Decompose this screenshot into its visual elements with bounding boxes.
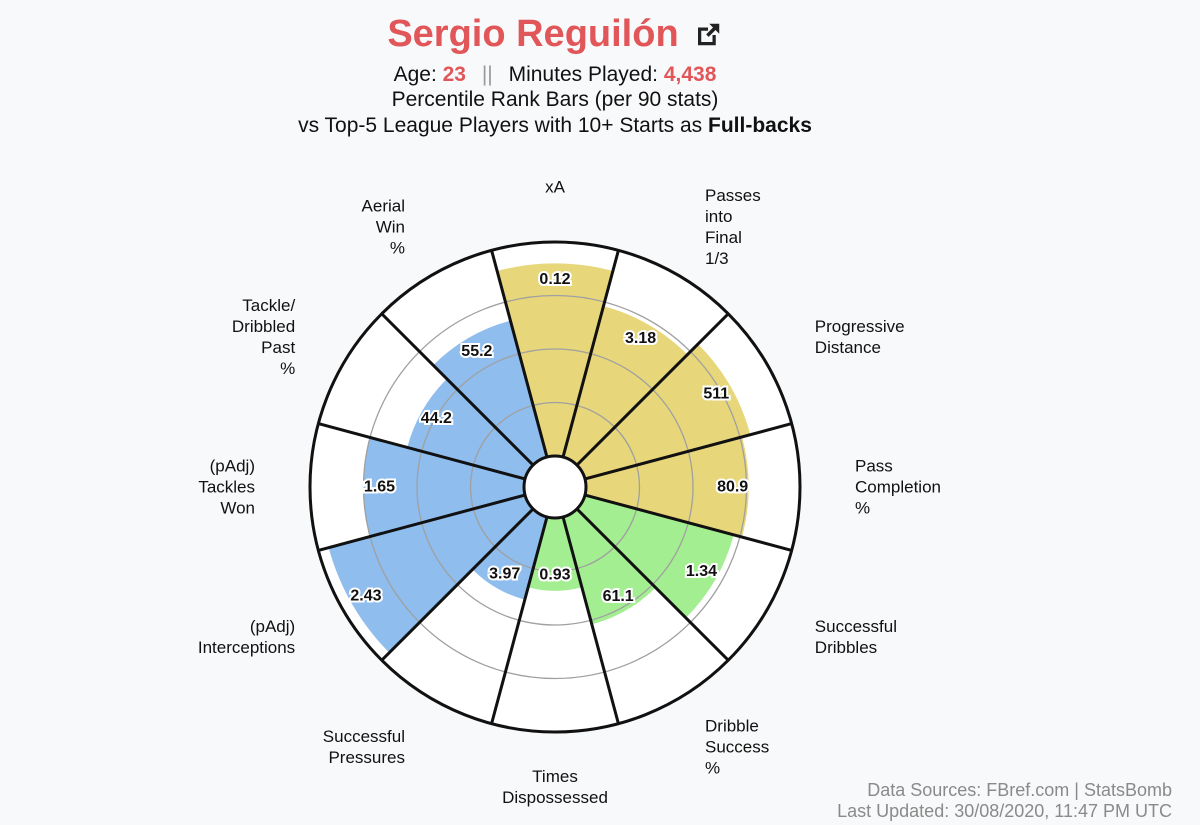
age-label: Age: [393,62,437,86]
category-label: Successful Pressures [323,727,405,767]
minutes-value: 4,438 [663,62,717,86]
category-label: Successful Dribbles [815,617,897,657]
value-label: 80.9 [717,479,748,496]
external-link-icon[interactable] [693,20,723,50]
subtitle-line-1: Percentile Rank Bars (per 90 stats) [391,87,719,111]
bar [363,437,526,537]
footer: Data Sources: FBref.com | StatsBomb Last… [837,780,1172,823]
category-label: Tackle/Dribbled Past% [232,296,296,378]
value-label: 0.93 [539,566,570,583]
value-label: 1.65 [364,479,395,496]
grid-ring [416,348,694,626]
slice-divider [317,422,526,481]
subtitle-line-2: vs Top-5 League Players with 10+ Starts … [0,113,1110,139]
category-label: Aerial Win% [362,197,405,258]
outer-ring [308,240,802,734]
title-row: Sergio Reguilón [0,12,1110,58]
center-hole [522,454,588,520]
bar [433,320,547,466]
category-label: Pass Completion% [855,457,941,518]
bar [563,508,656,625]
bar [472,508,547,600]
value-label: 2.43 [350,588,381,605]
slice-divider [490,516,549,725]
category-label: Progressive Distance [815,317,905,357]
bar [497,263,613,458]
slice-divider [575,312,730,467]
bar [407,378,534,479]
category-label: Times Dispossessed [502,767,608,807]
slice-divider [561,249,620,458]
last-updated: Last Updated: 30/08/2020, 11:47 PM UTC [837,801,1172,822]
slice-divider [490,249,549,458]
slice-divider [317,493,526,552]
grid-ring [362,294,748,680]
player-name: Sergio Reguilón [387,13,679,55]
slice-divider [380,507,535,662]
position-group: Full-backs [708,114,812,138]
slice-divider [575,507,730,662]
value-label: 3.18 [625,330,656,347]
value-label: 44.2 [421,410,452,427]
category-label: Passes into Final 1/3 [705,186,761,268]
bar [584,436,749,538]
value-label: 511 [703,385,729,402]
value-label: 3.97 [489,566,520,583]
player-meta: Age: 23 || Minutes Played: 4,438 [0,62,1110,87]
value-label: 61.1 [603,588,634,605]
value-label: 55.2 [461,343,492,360]
category-label: Dribble Success% [705,716,769,777]
value-label: 0.12 [539,271,570,288]
slice-divider [561,516,620,725]
value-label: 1.34 [686,563,717,580]
chart-header: Sergio Reguilón Age: 23 || Minutes Playe… [0,12,1110,139]
category-label: (pAdj) Interceptions [198,617,295,657]
data-sources: Data Sources: FBref.com | StatsBomb [867,779,1172,800]
bar [528,516,582,591]
subtitle-prefix: vs Top-5 League Players with 10+ Starts … [298,114,703,138]
grid-ring [469,401,641,573]
meta-separator: || [481,62,493,86]
slice-divider [584,493,793,552]
age-value: 23 [442,62,466,86]
slice-divider [380,312,535,467]
category-label: (pAdj) Tackles Won [198,457,255,518]
slice-divider [584,422,793,481]
minutes-label: Minutes Played: [508,62,659,86]
category-label: xA [545,178,566,197]
